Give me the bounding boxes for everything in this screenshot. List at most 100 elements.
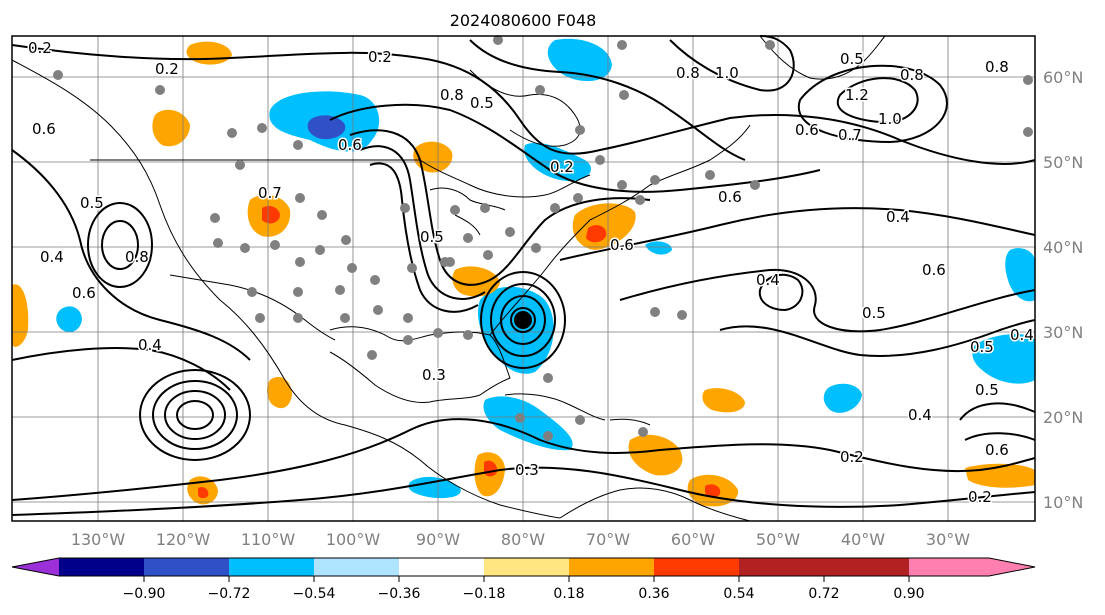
colorbar-segment-10: [989, 558, 1035, 576]
dot: [293, 313, 303, 323]
contour-label: 0.6: [338, 136, 362, 154]
contour-label: 0.2: [550, 158, 574, 176]
contour-trough-3: [369, 162, 479, 313]
contour-label: 0.6: [795, 121, 819, 139]
contour-lines: [11, 35, 1036, 516]
map-title: 2024080600 F048: [450, 11, 597, 30]
contour-pacific-1: [11, 149, 251, 361]
contour-label: 0.6: [32, 120, 56, 138]
greenland-south-coast: [759, 35, 886, 80]
lon-label: 50°W: [756, 530, 800, 549]
contour-label: 1.2: [845, 86, 869, 104]
contour-mid-atlantic-3: [719, 319, 1036, 357]
colorbar: −0.90 −0.72 −0.54 −0.36 −0.18 0.18 0.36 …: [11, 557, 1036, 602]
dot: [515, 413, 525, 423]
orange-field-gulf-coast: [452, 266, 500, 297]
dot: [638, 427, 648, 437]
dot: [295, 193, 305, 203]
colorbar-segment-9: [739, 558, 824, 576]
lon-label: 90°W: [416, 530, 460, 549]
dot: [400, 203, 410, 213]
dot: [341, 235, 351, 245]
contour-northeast-high-1: [836, 77, 919, 124]
colorbar-segment-4: [314, 558, 399, 576]
orange-field-west-coast: [12, 284, 29, 347]
contour-label: 0.5: [840, 50, 864, 68]
dot: [543, 431, 553, 441]
colorbar-tick-label: −0.90: [123, 586, 166, 602]
lon-label: 70°W: [586, 530, 630, 549]
us-canada-border: [90, 159, 591, 198]
contour-label: 0.8: [900, 66, 924, 84]
dot: [247, 287, 257, 297]
contour-label: 0.5: [970, 338, 994, 356]
blue-field-pacific-coast: [56, 306, 82, 333]
colorbar-tick-label: 0.18: [553, 586, 584, 602]
dot: [450, 205, 460, 215]
orange-field-pacific-northwest: [152, 109, 190, 147]
contour-label: 0.6: [610, 236, 634, 254]
lat-label: 40°N: [1043, 238, 1083, 257]
colorbar-tick-label: 0.36: [638, 586, 669, 602]
dot: [765, 40, 775, 50]
great-lakes: [429, 187, 506, 236]
dot: [1023, 127, 1033, 137]
dot: [493, 35, 503, 45]
orange-field-mexico: [267, 376, 292, 409]
lon-label: 130°W: [71, 530, 126, 549]
lat-label: 20°N: [1043, 408, 1083, 427]
blue-field-mid-atlantic: [823, 383, 862, 413]
dot: [635, 195, 645, 205]
contour-canada-high: [329, 103, 821, 193]
contour-greenland: [669, 35, 795, 92]
lat-label: 10°N: [1043, 493, 1083, 512]
pacific-low-ring-2: [164, 390, 227, 440]
gulf-coastline: [329, 326, 511, 404]
dot: [531, 243, 541, 253]
dot: [573, 193, 583, 203]
colorbar-segment-top-bin: [909, 558, 989, 576]
contour-mid-atlantic-1: [559, 207, 1036, 261]
dot: [705, 170, 715, 180]
dot: [295, 257, 305, 267]
contour-label: 0.8: [440, 86, 464, 104]
dot: [543, 373, 553, 383]
map-background: [12, 36, 1035, 521]
contour-label: 0.7: [258, 184, 282, 202]
contour-label: 0.4: [138, 336, 162, 354]
dot: [463, 233, 473, 243]
dot: [1023, 75, 1033, 85]
dot: [463, 330, 473, 340]
colorbar-segment-5: [399, 558, 484, 576]
contour-label: 0.4: [756, 271, 780, 289]
dot: [235, 160, 245, 170]
contour-label: 0.6: [985, 441, 1009, 459]
contour-label: 0.2: [968, 488, 992, 506]
contour-label: 0.8: [985, 58, 1009, 76]
pacific-low-ring-1: [176, 400, 215, 430]
vortex-ring-3: [490, 283, 557, 357]
colorbar-ticks: [143, 576, 910, 582]
dot: [340, 313, 350, 323]
contour-label-layer: 0.2 0.2 0.2 0.6 0.5 0.4 0.8 0.6 0.4 0.7 …: [27, 38, 1036, 508]
contour-label: 0.4: [40, 248, 64, 266]
contour-label: 0.4: [886, 208, 910, 226]
dot: [445, 257, 455, 267]
dot: [370, 275, 380, 285]
colorbar-tick-label: 0.54: [723, 586, 754, 602]
contour-label: 0.8: [125, 248, 149, 266]
contour-label: 0.6: [922, 261, 946, 279]
dot: [407, 263, 417, 273]
dot: [257, 123, 267, 133]
blue-field-atlantic-east: [1005, 248, 1035, 302]
contour-label: 0.5: [420, 228, 444, 246]
dot: [617, 180, 627, 190]
colorbar-segment-3: [229, 558, 314, 576]
contour-pacific-2: [11, 347, 231, 391]
colorbar-segment-2: [144, 558, 229, 576]
dot: [483, 250, 493, 260]
contour-label: 1.0: [878, 110, 902, 128]
dot: [433, 328, 443, 338]
dot: [155, 85, 165, 95]
contour-label: 0.2: [840, 448, 864, 466]
